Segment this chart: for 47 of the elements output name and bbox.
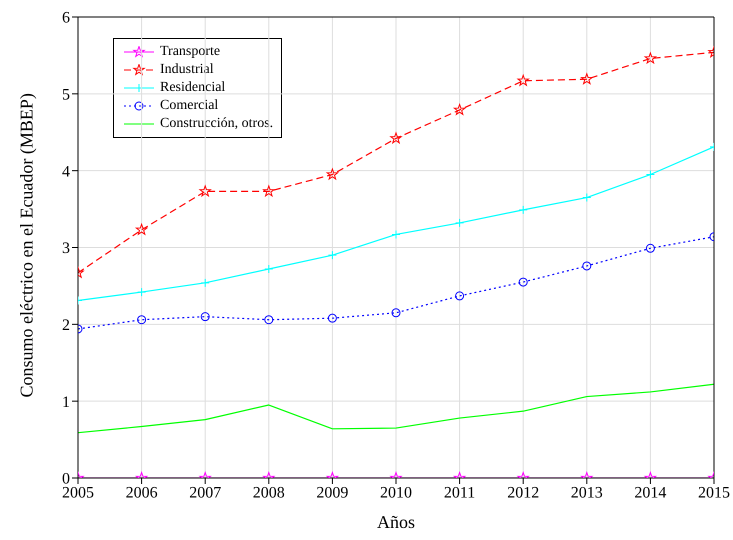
y-tick-label: 6 xyxy=(62,10,70,27)
point xyxy=(263,185,275,196)
point xyxy=(392,308,400,318)
point xyxy=(137,315,146,324)
point xyxy=(646,244,655,253)
x-tick-label: 2010 xyxy=(380,484,412,502)
point xyxy=(455,291,464,300)
point xyxy=(328,250,337,260)
x-tick-label: 2008 xyxy=(252,484,285,502)
legend-label: Transporte xyxy=(160,44,220,60)
x-tick-label: 2011 xyxy=(444,484,476,502)
legend-label: Industrial xyxy=(160,62,214,78)
point xyxy=(136,224,148,235)
point xyxy=(582,193,592,202)
point xyxy=(137,288,146,297)
x-tick-label: 2006 xyxy=(126,484,158,502)
x-tick-label: 2015 xyxy=(698,484,730,502)
point xyxy=(518,278,528,287)
point xyxy=(392,230,400,239)
point xyxy=(199,185,211,196)
point xyxy=(518,205,528,214)
x-tick-label: 2013 xyxy=(570,484,603,502)
point xyxy=(455,218,464,228)
y-tick-label: 3 xyxy=(62,240,70,258)
y-tick-label: 2 xyxy=(62,317,70,334)
legend-label: Comercial xyxy=(160,98,218,114)
legend-label: Residencial xyxy=(160,80,226,96)
legend-label: Construcción, otros. xyxy=(160,116,274,132)
x-tick-label: 2014 xyxy=(634,484,666,502)
point xyxy=(646,170,655,180)
y-tick-label: 5 xyxy=(62,86,70,104)
y-axis-title: Consumo eléctrico en el Ecuador (MBEP) xyxy=(16,93,36,398)
line-series xyxy=(78,384,714,434)
point xyxy=(264,264,274,274)
point xyxy=(200,278,210,288)
y-tick-label: 4 xyxy=(62,163,70,180)
point xyxy=(264,315,274,324)
x-tick-label: 2012 xyxy=(507,484,540,502)
y-tick-label: 1 xyxy=(62,394,70,411)
point xyxy=(582,261,592,270)
x-tick-label: 2009 xyxy=(316,484,348,502)
x-tick-label: 2007 xyxy=(189,484,222,502)
point xyxy=(328,314,337,323)
x-axis-title: Años xyxy=(376,512,416,532)
point xyxy=(390,132,402,144)
point xyxy=(200,312,210,322)
point xyxy=(326,168,338,180)
